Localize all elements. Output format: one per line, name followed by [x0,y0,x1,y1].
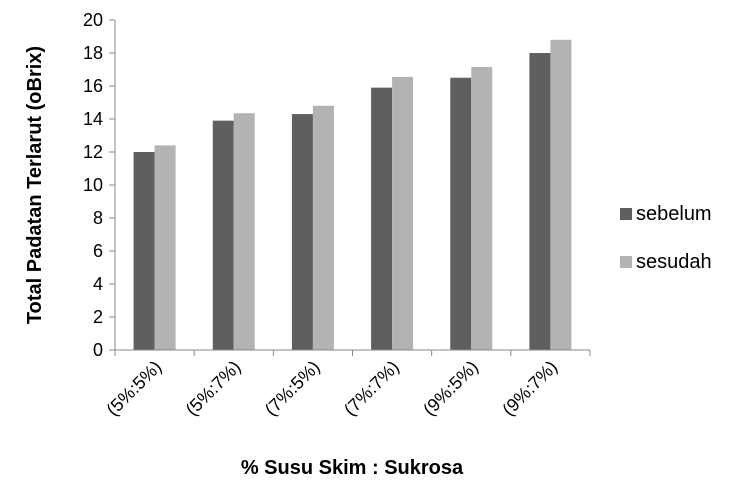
y-tick-label: 14 [83,109,103,129]
bar-sesudah [233,113,255,350]
x-axis-title: % Susu Skim : Sukrosa [241,457,464,479]
x-tick-label: (7%:5%) [261,357,324,420]
bar-sesudah [392,76,414,351]
bar-sebelum [450,77,472,350]
bar-sebelum [529,53,551,350]
bar-sebelum [371,87,393,351]
x-tick-label: (9%:5%) [419,357,482,420]
legend-swatch-sebelum [620,208,632,220]
y-axis-ticks: 0 2 4 6 8 10 12 14 16 18 20 [83,10,115,360]
bar-sesudah [154,145,176,350]
x-tick-label: (5%:7%) [182,357,245,420]
y-tick-label: 8 [93,208,103,228]
y-axis-title: Total Padatan Terlarut (oBrix) [24,46,46,324]
bar-sesudah [312,105,334,350]
y-tick-label: 18 [83,43,103,63]
x-tick-label: (7%:7%) [340,357,403,420]
legend-label-sesudah: sesudah [636,251,712,273]
legend-label-sebelum: sebelum [636,203,712,225]
x-tick-label: (5%:5%) [102,357,165,420]
x-axis-ticks: (5%:5%) (5%:7%) (7%:5%) (7%:7%) (9%:5%) (9%:7… [102,350,591,420]
bars [133,39,572,351]
bar-sebelum [133,152,155,350]
y-tick-label: 2 [93,307,103,327]
y-tick-label: 20 [83,10,103,30]
bar-sebelum [212,120,234,351]
legend-swatch-sesudah [620,256,632,268]
y-tick-label: 12 [83,142,103,162]
bar-sebelum [291,114,313,350]
y-tick-label: 6 [93,241,103,261]
y-tick-label: 16 [83,76,103,96]
x-tick-label: (9%:7%) [498,357,561,420]
bar-sesudah [550,39,572,351]
y-tick-label: 0 [93,340,103,360]
y-tick-label: 4 [93,274,103,294]
y-tick-label: 10 [83,175,103,195]
bar-sesudah [471,67,493,351]
legend: sebelum sesudah [620,203,712,273]
